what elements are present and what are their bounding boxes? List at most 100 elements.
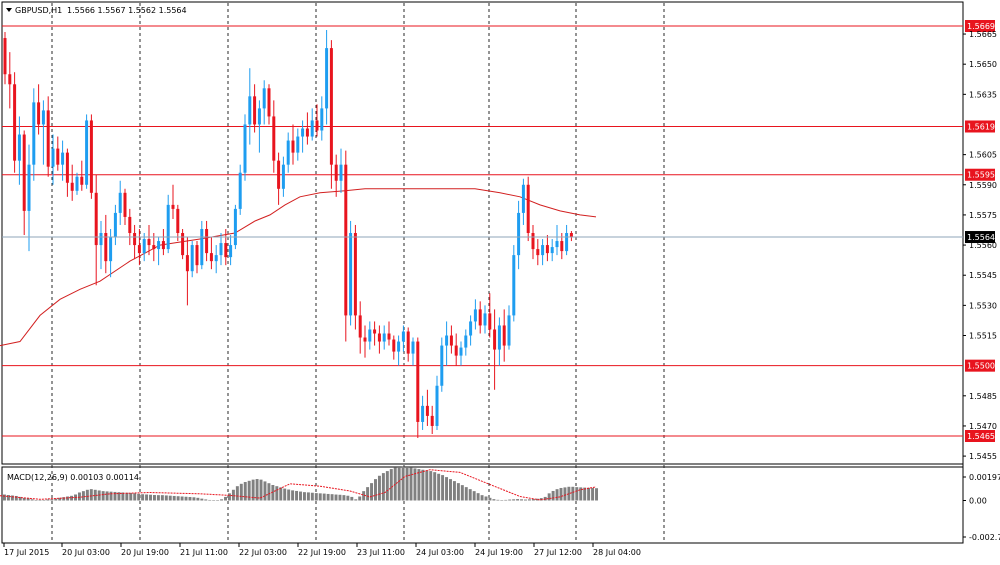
candle-body xyxy=(137,245,141,254)
candle-body xyxy=(41,110,45,125)
candle-body xyxy=(195,245,199,266)
candle-body xyxy=(565,233,569,252)
candle-body xyxy=(406,331,410,354)
level-tag xyxy=(965,359,995,372)
candle-body xyxy=(257,108,261,125)
macd-bar xyxy=(299,491,302,501)
candle-body xyxy=(454,345,458,356)
macd-tick-label: 0.00197 xyxy=(969,473,1000,482)
candle-body xyxy=(435,385,439,426)
candle-body xyxy=(277,160,281,189)
macd-bar xyxy=(3,494,6,501)
candle-body xyxy=(190,245,194,272)
macd-bar xyxy=(433,472,437,501)
price-tick-label: 1.5470 xyxy=(969,422,997,431)
candle-body xyxy=(536,249,540,256)
dropdown-arrow-icon[interactable] xyxy=(6,8,12,12)
level-tag xyxy=(965,430,995,442)
macd-bar xyxy=(152,495,156,501)
macd-bar xyxy=(500,500,504,501)
macd-bar xyxy=(89,489,93,501)
macd-bar xyxy=(291,490,295,501)
macd-bar xyxy=(271,484,275,501)
candle-body xyxy=(497,325,501,350)
macd-tick-label: -0.002.73 xyxy=(969,533,1000,542)
macd-bar xyxy=(484,496,488,501)
macd-bar xyxy=(212,500,216,501)
macd-bar xyxy=(93,489,97,501)
macd-bar xyxy=(70,495,74,501)
candle-body xyxy=(118,192,122,213)
candle-body xyxy=(253,96,257,125)
macd-axis-labels: 0.00197 0.00 -0.002.73 xyxy=(963,473,1000,542)
macd-bar xyxy=(389,469,393,501)
candle-body xyxy=(545,245,549,254)
candle-body xyxy=(262,88,266,109)
candle-body xyxy=(61,152,65,165)
candle-body xyxy=(349,233,353,316)
candle-body xyxy=(13,84,17,161)
candle-body xyxy=(478,309,482,326)
macd-bar xyxy=(492,499,496,501)
candle-body xyxy=(507,315,511,346)
candle-body xyxy=(243,124,247,173)
candle-body xyxy=(99,233,103,246)
macd-bar xyxy=(42,499,46,501)
time-tick-label: 28 Jul 04:00 xyxy=(593,548,641,557)
candle-body xyxy=(209,253,213,262)
candle-body xyxy=(157,241,161,250)
candle-body xyxy=(229,245,233,258)
macd-bar xyxy=(137,493,141,501)
ma-line xyxy=(0,188,597,347)
macd-bar xyxy=(10,495,14,501)
candle-body xyxy=(531,233,535,250)
candle-body xyxy=(440,345,444,386)
macd-bar xyxy=(595,488,598,501)
macd-bar xyxy=(437,473,441,501)
macd-bar xyxy=(456,483,460,501)
macd-bar xyxy=(283,488,287,501)
candle-body xyxy=(248,96,252,125)
macd-bar xyxy=(66,496,70,501)
candle-body xyxy=(512,255,516,316)
candle-body xyxy=(445,335,449,346)
macd-bar xyxy=(583,487,587,501)
candle-body xyxy=(334,164,338,181)
macd-bar xyxy=(452,481,456,501)
candle-body xyxy=(233,208,237,246)
macd-bar xyxy=(113,491,117,501)
candle-body xyxy=(152,245,156,250)
candle-body xyxy=(550,247,554,254)
macd-bar xyxy=(531,499,535,501)
macd-bar xyxy=(591,487,595,501)
macd-bar xyxy=(547,493,551,501)
macd-panel-frame xyxy=(1,466,964,544)
macd-bar xyxy=(587,487,591,501)
level-tag-label: 1.5465 xyxy=(967,432,995,441)
macd-bar xyxy=(6,495,10,501)
macd-bar xyxy=(429,471,433,501)
symbol-label: GBPUSD,H1 xyxy=(15,6,62,15)
macd-bar xyxy=(121,492,125,501)
macd-bar xyxy=(302,492,306,501)
macd-bar xyxy=(488,497,492,501)
macd-bar xyxy=(338,494,342,501)
level-tag xyxy=(965,168,995,181)
macd-bar xyxy=(397,467,401,501)
macd-bar xyxy=(524,499,527,501)
horizontal-levels[interactable]: 1.5669 1.5619 1.5595 1.5500 1.5465 xyxy=(2,20,995,442)
candle-body xyxy=(89,120,93,193)
macd-bar xyxy=(125,492,129,501)
macd-histogram xyxy=(3,466,598,501)
macd-bar xyxy=(330,494,334,501)
candle-body xyxy=(171,204,175,209)
candle-body xyxy=(133,233,137,246)
time-tick-label: 22 Jul 19:00 xyxy=(298,548,346,557)
candle-body xyxy=(502,325,506,346)
macd-bar xyxy=(200,498,204,501)
main-panel-frame xyxy=(1,1,964,465)
macd-bar xyxy=(512,499,516,501)
candle-body xyxy=(430,415,434,426)
macd-bar xyxy=(464,487,468,501)
